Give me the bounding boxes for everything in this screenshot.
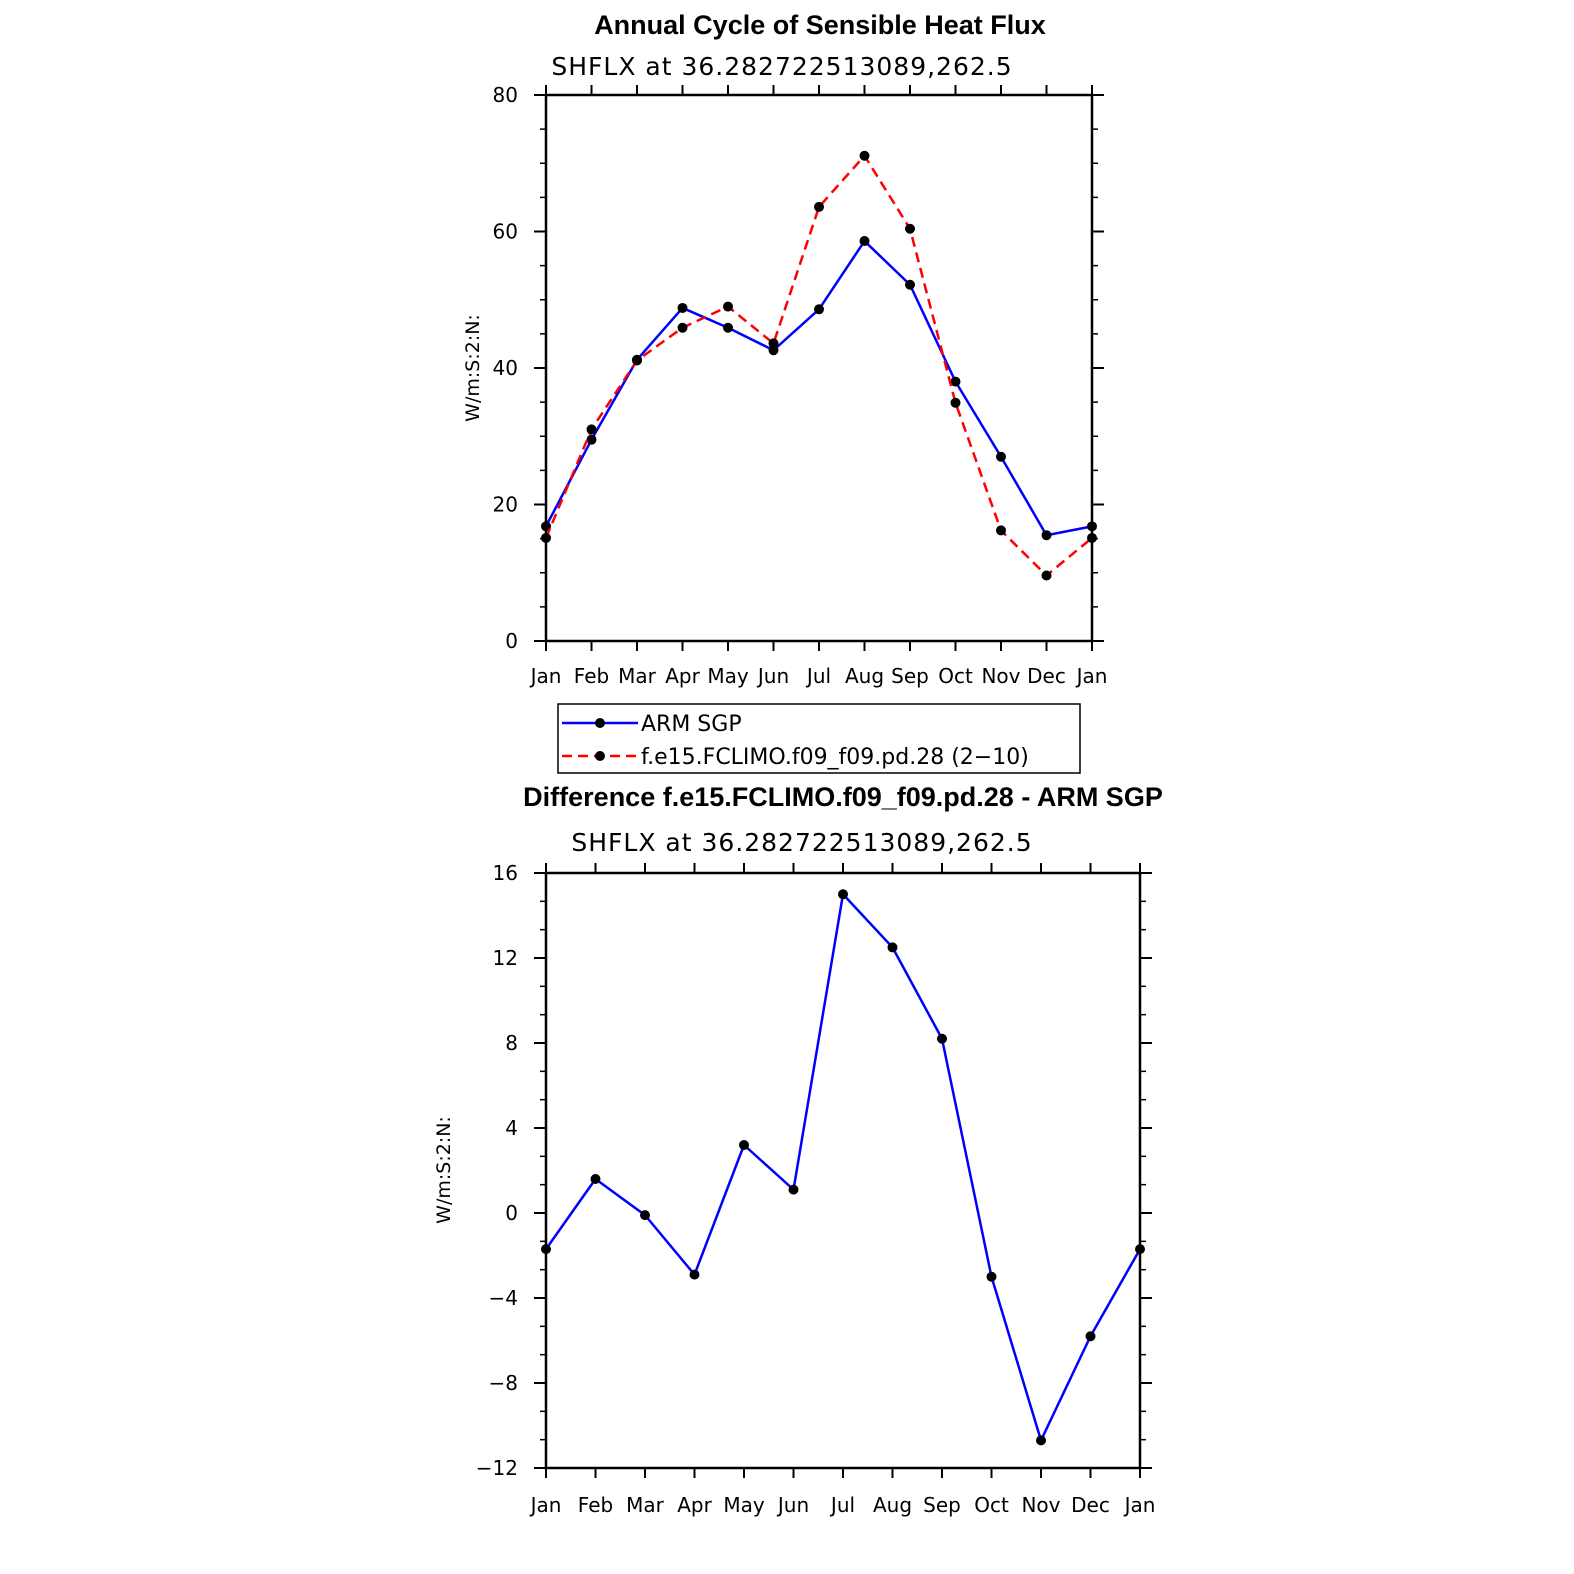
chart2-ylabel: W/m:S:2:N: [433, 1116, 455, 1224]
chart1-series-0-point [1087, 521, 1097, 532]
chart2-plot-frame [544, 871, 1142, 1470]
chart1-series-1-point [905, 223, 915, 234]
chart2-series-0-point [1036, 1435, 1046, 1446]
chart1-series-1-point [586, 424, 597, 435]
chart2-ytick-label: 8 [505, 1031, 518, 1055]
chart1-series-1-point [768, 338, 779, 349]
chart1-xtick-label: Aug [845, 664, 884, 688]
chart2-xtick-label: Jan [1123, 1493, 1156, 1517]
chart1-series-1-point [541, 532, 551, 543]
chart1-series-1-point [677, 322, 688, 333]
chart1-ytick-label: 40 [493, 356, 518, 380]
chart2-series-0-point [937, 1033, 947, 1044]
chart1-xtick-label: Mar [618, 664, 657, 688]
chart2-xtick-label: Jan [529, 1493, 562, 1517]
chart2-ytick-label: −4 [489, 1286, 518, 1310]
chart1-series-1-point [723, 301, 733, 312]
chart2-title: Difference f.e15.FCLIMO.f09_f09.pd.28 - … [523, 782, 1163, 812]
chart1-series-line-1 [544, 154, 1093, 577]
chart1-series-1-point [859, 150, 870, 161]
chart1-series-1-point [996, 525, 1006, 536]
chart1-xtick-label: Dec [1027, 664, 1066, 688]
chart1-series-0-point [905, 279, 915, 290]
chart1-series-0-point [1041, 530, 1052, 541]
legend-label-model: f.e15.FCLIMO.f09_f09.pd.28 (2−10) [641, 745, 1029, 770]
chart2-ytick-label: −12 [476, 1456, 518, 1480]
chart2-ytick-label: −8 [489, 1371, 518, 1395]
chart1-xtick-label: Jun [756, 664, 789, 688]
chart1-ytick-label: 20 [493, 493, 518, 517]
chart2-series-0-point [590, 1174, 601, 1184]
chart2-ytick-label: 4 [505, 1116, 518, 1140]
chart1-xtick-label: Oct [938, 664, 973, 688]
chart2-xtick-label: Sep [923, 1493, 961, 1517]
chart1-series-1-point [950, 397, 961, 408]
chart2-ytick-label: 0 [505, 1201, 518, 1225]
chart1-ytick-label: 60 [493, 220, 518, 244]
chart1-xtick-label: Nov [981, 664, 1020, 688]
chart2-xtick-label: Oct [974, 1493, 1009, 1517]
chart1-series-0-point [723, 322, 733, 333]
chart2-ytick-label: 16 [493, 861, 518, 885]
chart2-series-0-point [739, 1140, 749, 1150]
chart1-legend: ARM SGP f.e15.FCLIMO.f09_f09.pd.28 (2−10… [557, 703, 1081, 774]
chart2-xtick-label: Dec [1071, 1493, 1110, 1517]
chart1-series-1-point [1041, 570, 1052, 581]
chart2-xtick-label: Jul [829, 1493, 855, 1517]
chart2-subtitle: SHFLX at 36.282722513089,262.5 [571, 828, 1032, 857]
chart1-xtick-label: Jan [529, 664, 562, 688]
chart1-series-0-point [950, 376, 961, 387]
chart2-xtick-label: Apr [677, 1493, 712, 1517]
chart1-series-1-point [632, 355, 642, 366]
chart2-series-0-point [1135, 1244, 1145, 1255]
chart1-xtick-label: Jan [1075, 664, 1108, 688]
chart2-series-0-point [986, 1271, 997, 1282]
legend-marker-arm-sgp [595, 718, 605, 728]
chart1-series-0-point [859, 236, 870, 247]
legend-box [557, 703, 1081, 774]
chart1-series-0-point [677, 302, 688, 313]
chart2-ytick-label: 12 [493, 946, 518, 970]
chart1-series-0-point [814, 304, 824, 315]
chart1-series-line-0 [544, 239, 1093, 537]
chart1-series-0-point [996, 451, 1006, 462]
chart2-series-0-point [689, 1269, 700, 1280]
chart1-xtick-label: Apr [665, 664, 700, 688]
chart2-xtick-label: May [723, 1493, 765, 1517]
chart1-ytick-label: 0 [505, 629, 518, 653]
chart1-series-1-point [814, 201, 824, 212]
chart1-series-0-point [586, 434, 597, 445]
chart2-xtick-label: Jun [776, 1493, 809, 1517]
chart1-subtitle: SHFLX at 36.282722513089,262.5 [551, 52, 1012, 81]
chart2-series-line-0 [544, 893, 1142, 1442]
chart2-series-0-point [887, 942, 898, 953]
chart2-series-0-point [1085, 1331, 1096, 1342]
chart1-xtick-label: May [707, 664, 749, 688]
chart1-plot-frame [544, 93, 1094, 643]
chart1-ytick-label: 80 [493, 83, 518, 107]
chart2-series-0-point [838, 889, 848, 900]
chart2-xtick-label: Aug [873, 1493, 912, 1517]
chart2-xtick-label: Nov [1021, 1493, 1060, 1517]
chart1-xtick-label: Feb [574, 664, 609, 688]
chart1-xtick-label: Jul [805, 664, 831, 688]
chart2-series-0-point [541, 1244, 551, 1255]
chart2-xtick-label: Mar [626, 1493, 665, 1517]
legend-label-arm-sgp: ARM SGP [641, 712, 742, 737]
chart2-series-0-point [640, 1210, 650, 1221]
chart1-ylabel: W/m:S:2:N: [462, 314, 484, 422]
chart1-series-1-point [1087, 532, 1097, 543]
chart2-series-0-point [788, 1184, 799, 1195]
chart2-xtick-label: Feb [578, 1493, 613, 1517]
chart1-xtick-label: Sep [891, 664, 929, 688]
chart1-title: Annual Cycle of Sensible Heat Flux [594, 10, 1046, 40]
legend-marker-model [595, 751, 605, 761]
